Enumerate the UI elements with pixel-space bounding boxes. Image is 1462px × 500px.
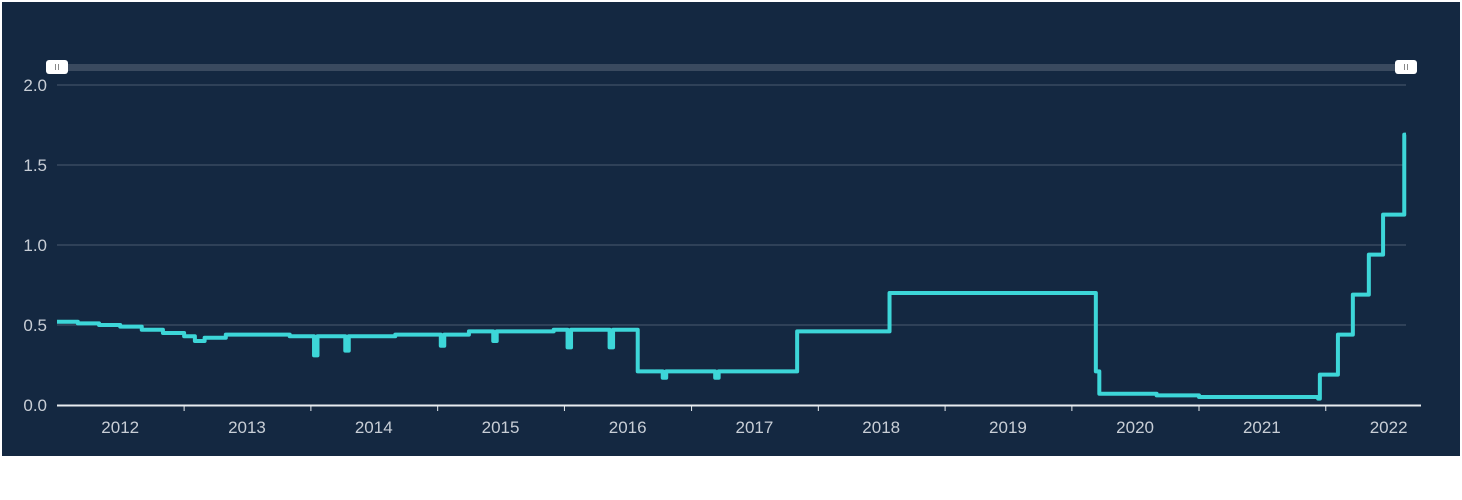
x-tick-label: 2017 [736,418,774,437]
x-tick-label: 2013 [228,418,266,437]
y-tick-label: 0.0 [23,396,47,415]
x-tick-label: 2020 [1116,418,1154,437]
range-handle-body[interactable] [1395,60,1417,74]
range-handle-end[interactable] [1395,60,1417,74]
x-tick-label: 2012 [101,418,139,437]
y-tick-label: 1.5 [23,156,47,175]
x-tick-label: 2018 [862,418,900,437]
y-tick-label: 0.5 [23,316,47,335]
x-tick-label: 2021 [1243,418,1281,437]
x-tick-label: 2016 [609,418,647,437]
y-tick-label: 1.0 [23,236,47,255]
series-line [57,132,1407,401]
x-tick-label: 2015 [482,418,520,437]
range-handle-start[interactable] [46,60,68,74]
range-selector-track[interactable] [57,64,1406,71]
y-tick-label: 2.0 [23,76,47,95]
chart-panel [2,2,1460,456]
x-tick-label: 2019 [989,418,1027,437]
x-tick-label: 2014 [355,418,393,437]
range-handle-body[interactable] [46,60,68,74]
x-tick-label: 2022 [1370,418,1408,437]
